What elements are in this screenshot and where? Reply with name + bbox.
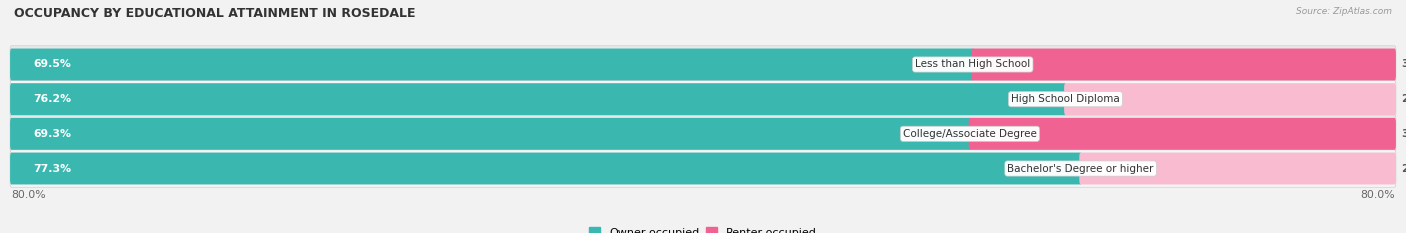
FancyBboxPatch shape: [10, 83, 1067, 115]
FancyBboxPatch shape: [10, 153, 1083, 185]
FancyBboxPatch shape: [10, 80, 1396, 118]
Text: High School Diploma: High School Diploma: [1011, 94, 1119, 104]
FancyBboxPatch shape: [10, 150, 1396, 187]
Text: College/Associate Degree: College/Associate Degree: [903, 129, 1036, 139]
Text: Bachelor's Degree or higher: Bachelor's Degree or higher: [1008, 164, 1154, 174]
FancyBboxPatch shape: [972, 48, 1396, 80]
FancyBboxPatch shape: [1064, 83, 1396, 115]
Text: 30.5%: 30.5%: [1402, 59, 1406, 69]
FancyBboxPatch shape: [10, 115, 1396, 153]
Text: 23.8%: 23.8%: [1402, 94, 1406, 104]
FancyBboxPatch shape: [969, 118, 1396, 150]
Text: 30.7%: 30.7%: [1402, 129, 1406, 139]
Text: 69.3%: 69.3%: [34, 129, 72, 139]
Text: 77.3%: 77.3%: [34, 164, 72, 174]
FancyBboxPatch shape: [1080, 153, 1396, 185]
Text: Less than High School: Less than High School: [915, 59, 1031, 69]
Text: 80.0%: 80.0%: [11, 190, 46, 200]
Text: 69.5%: 69.5%: [34, 59, 72, 69]
Legend: Owner-occupied, Renter-occupied: Owner-occupied, Renter-occupied: [585, 223, 821, 233]
Text: 22.7%: 22.7%: [1402, 164, 1406, 174]
Text: Source: ZipAtlas.com: Source: ZipAtlas.com: [1296, 7, 1392, 16]
FancyBboxPatch shape: [10, 118, 972, 150]
FancyBboxPatch shape: [10, 48, 974, 80]
FancyBboxPatch shape: [10, 46, 1396, 83]
Text: OCCUPANCY BY EDUCATIONAL ATTAINMENT IN ROSEDALE: OCCUPANCY BY EDUCATIONAL ATTAINMENT IN R…: [14, 7, 416, 20]
Text: 76.2%: 76.2%: [34, 94, 72, 104]
Text: 80.0%: 80.0%: [1360, 190, 1395, 200]
